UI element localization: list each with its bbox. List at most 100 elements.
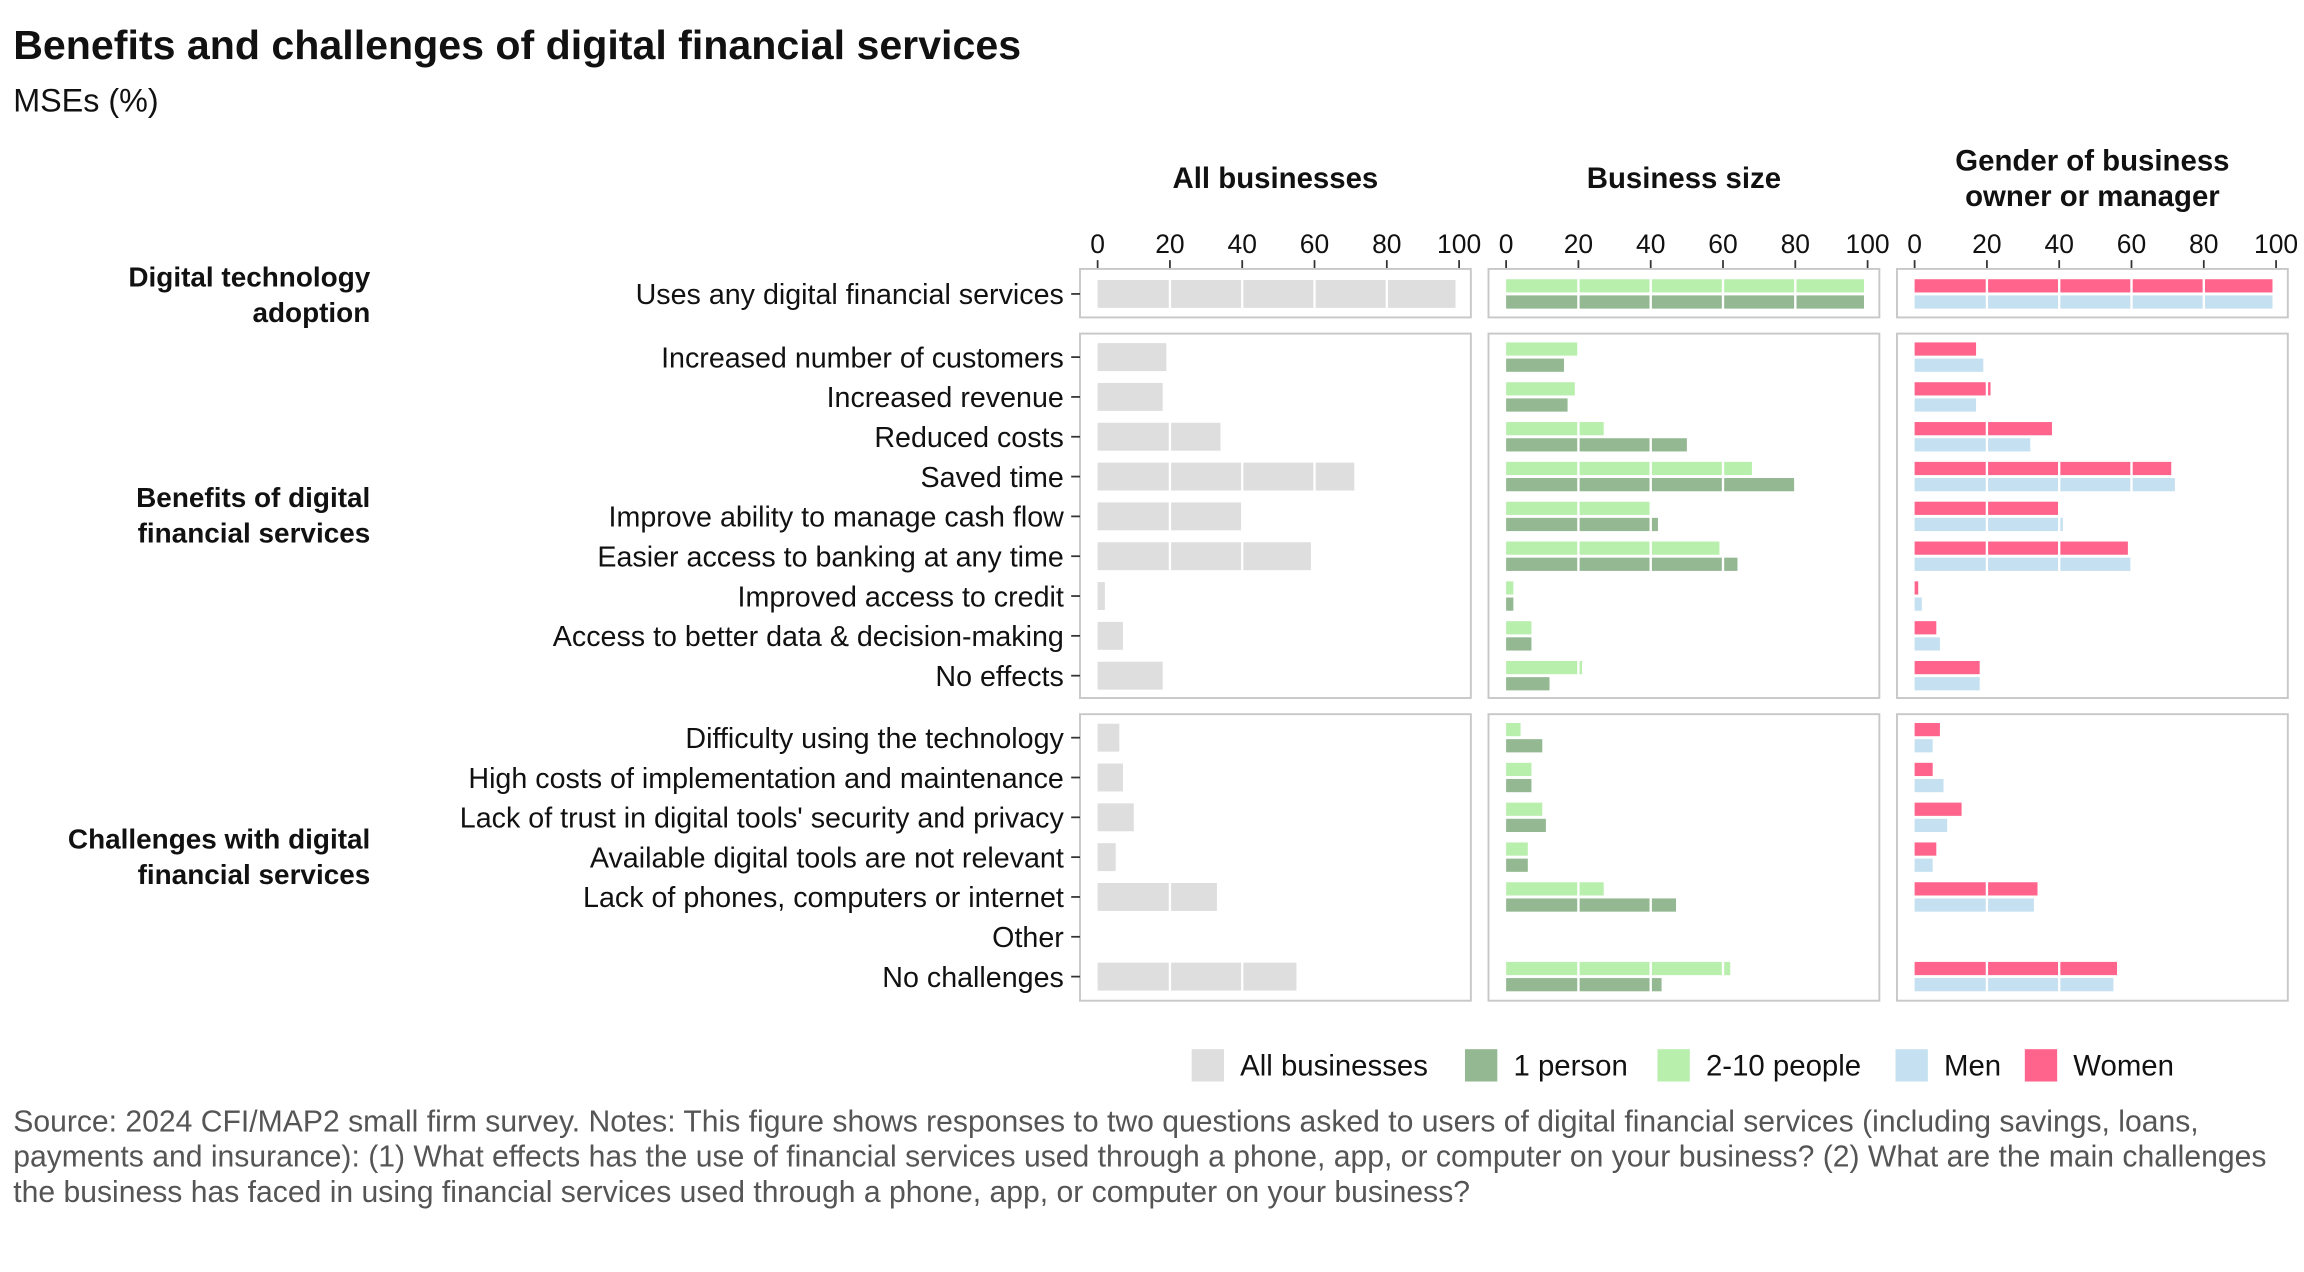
bar-1-person xyxy=(1506,898,1677,912)
bar-all-businesses xyxy=(1097,803,1134,832)
bar-2-10-people xyxy=(1506,842,1528,856)
panel-box xyxy=(1896,713,2289,1002)
bar-men xyxy=(1914,398,1977,412)
bar-women xyxy=(1914,722,1940,737)
x-tick-label: 20 xyxy=(1972,229,2001,259)
bar-all-businesses xyxy=(1097,279,1456,308)
bar-1-person xyxy=(1506,517,1658,532)
bar-all-businesses xyxy=(1097,542,1311,571)
bar-all-businesses xyxy=(1097,382,1163,411)
bar-2-10-people xyxy=(1506,279,1864,293)
legend-item: 1 person xyxy=(1464,1049,1628,1083)
category-label: Difficulty using the technology xyxy=(685,723,1064,755)
group-label-line: adoption xyxy=(252,297,370,328)
category-label: No effects xyxy=(935,661,1063,693)
bar-2-10-people xyxy=(1506,541,1720,555)
legend-item: Women xyxy=(2024,1049,2174,1083)
bar-1-person xyxy=(1506,978,1662,992)
bar-all-businesses xyxy=(1097,763,1123,792)
bar-women xyxy=(1914,621,1937,635)
x-tick-label: 80 xyxy=(1372,229,1401,259)
legend: All businesses 1 person 2-10 people Men Wome… xyxy=(1191,1049,2174,1083)
panel-box xyxy=(1079,713,1472,1002)
category-label: Uses any digital financial services xyxy=(636,279,1064,311)
chart-title: Benefits and challenges of digital finan… xyxy=(13,22,1021,68)
bar-women xyxy=(1914,762,1933,777)
group-label: Benefits of digital financial services xyxy=(136,482,370,548)
bar-1-person xyxy=(1506,557,1738,571)
legend-swatch xyxy=(1191,1049,1224,1082)
category-label: Increased revenue xyxy=(827,382,1064,414)
x-tick-label: 20 xyxy=(1564,229,1593,259)
bar-all-businesses xyxy=(1097,422,1221,451)
bar-women xyxy=(1914,422,2052,436)
bar-men xyxy=(1914,739,1933,753)
bar-women xyxy=(1914,342,1977,356)
bar-2-10-people xyxy=(1506,461,1752,476)
bar-1-person xyxy=(1506,778,1532,793)
bar-women xyxy=(1914,802,1962,816)
panel-box xyxy=(1896,267,2289,319)
bar-all-businesses xyxy=(1097,582,1105,610)
bar-2-10-people xyxy=(1506,581,1514,595)
x-tick-label: 60 xyxy=(1708,229,1737,259)
bar-1-person xyxy=(1506,438,1687,452)
x-tick-label: 0 xyxy=(1499,229,1514,259)
bar-1-person xyxy=(1506,358,1564,372)
bar-all-businesses xyxy=(1097,343,1167,372)
category-label: Lack of phones, computers or internet xyxy=(583,882,1064,914)
panel-title-gender: owner or manager xyxy=(1965,180,2220,213)
legend-swatch xyxy=(1895,1049,1928,1082)
bar-all-businesses xyxy=(1097,462,1355,491)
legend-label: 2-10 people xyxy=(1706,1050,1861,1083)
legend-item: All businesses xyxy=(1191,1049,1428,1083)
bar-men xyxy=(1914,898,2034,912)
bar-all-businesses xyxy=(1097,661,1163,690)
x-tick-label: 100 xyxy=(1846,229,1890,259)
bar-men xyxy=(1914,818,1948,833)
x-tick-label: 40 xyxy=(2044,229,2073,259)
category-label: Available digital tools are not relevant xyxy=(590,842,1064,874)
category-label: Access to better data & decision-making xyxy=(553,621,1064,653)
bar-women xyxy=(1914,581,1919,595)
panel-title-gender: Gender of business xyxy=(1955,144,2229,177)
bar-all-businesses xyxy=(1097,843,1116,872)
bar-men xyxy=(1914,597,1922,611)
bar-1-person xyxy=(1506,858,1528,872)
bar-2-10-people xyxy=(1506,722,1521,737)
bar-men xyxy=(1914,978,2114,992)
bar-2-10-people xyxy=(1506,382,1575,396)
legend-label: 1 person xyxy=(1513,1050,1627,1083)
panel-title-size: Business size xyxy=(1587,162,1781,195)
bar-men xyxy=(1914,517,2063,532)
bar-men xyxy=(1914,478,2175,492)
bar-all-businesses xyxy=(1097,723,1120,752)
source-note: Source: 2024 CFI/MAP2 small firm survey.… xyxy=(13,1105,2267,1210)
bar-2-10-people xyxy=(1506,961,1731,976)
x-tick-label: 40 xyxy=(1228,229,1257,259)
legend-label: Women xyxy=(2073,1050,2174,1083)
bar-2-10-people xyxy=(1506,882,1604,896)
category-label: Improved access to credit xyxy=(738,581,1064,613)
group-label: Digital technology adoption xyxy=(128,262,370,328)
bar-women xyxy=(1914,461,2172,476)
legend-swatch xyxy=(2024,1049,2058,1082)
bar-men xyxy=(1914,557,2132,571)
group-label-line: Challenges with digital xyxy=(68,824,370,855)
bar-2-10-people xyxy=(1506,660,1583,675)
legend-item: 2-10 people xyxy=(1657,1049,1861,1083)
bar-1-person xyxy=(1506,295,1864,309)
category-label: Reduced costs xyxy=(874,422,1063,454)
x-tick-label: 20 xyxy=(1155,229,1184,259)
panel-box xyxy=(1487,713,1881,1002)
bar-men xyxy=(1914,637,1940,651)
panel-title-all: All businesses xyxy=(1173,162,1379,195)
category-label: Other xyxy=(992,922,1064,954)
legend-swatch xyxy=(1657,1049,1690,1082)
bar-2-10-people xyxy=(1506,342,1579,356)
bar-women xyxy=(1914,541,2128,555)
bar-1-person xyxy=(1506,637,1532,651)
group-label-line: financial services xyxy=(138,517,371,548)
bar-women xyxy=(1914,382,1991,396)
bar-women xyxy=(1914,660,1980,675)
